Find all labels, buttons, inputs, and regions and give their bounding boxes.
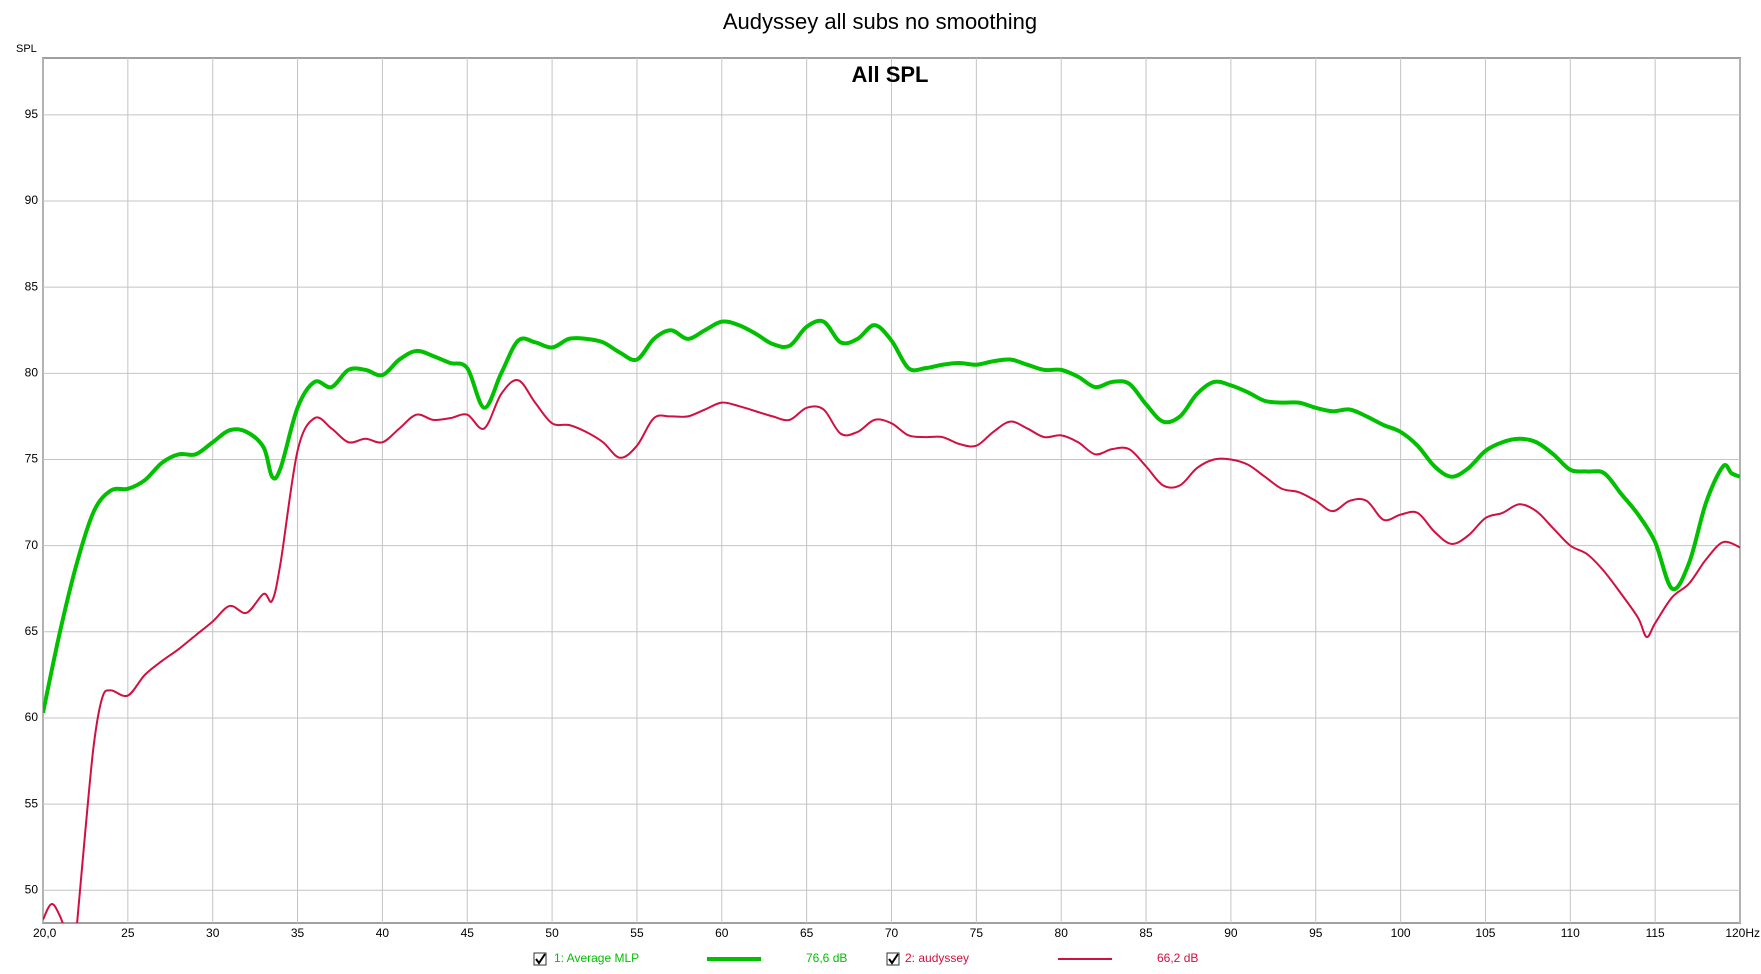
legend-check <box>888 953 899 965</box>
x-tick-label: 45 <box>461 926 475 940</box>
y-tick-label: 70 <box>25 538 39 552</box>
x-tick-label: 65 <box>800 926 814 940</box>
y-tick-label: 90 <box>25 193 39 207</box>
y-tick-label: 60 <box>25 710 39 724</box>
x-tick-label: 25 <box>121 926 135 940</box>
y-tick-label: 65 <box>25 624 39 638</box>
plot-title: All SPL <box>851 62 928 87</box>
legend-value: 76,6 dB <box>806 951 847 965</box>
x-tick-label: 110 <box>1561 926 1580 940</box>
legend-label: 1: Average MLP <box>554 951 639 965</box>
x-tick-label: 30 <box>206 926 220 940</box>
x-tick-label: 90 <box>1224 926 1238 940</box>
x-tick-label: 105 <box>1475 926 1495 940</box>
x-tick-label: 115 <box>1646 926 1665 940</box>
x-tick-label: 55 <box>630 926 644 940</box>
x-tick-label: 95 <box>1309 926 1323 940</box>
line-series <box>43 379 1740 923</box>
y-axis-label: SPL <box>16 43 37 55</box>
y-tick-label: 85 <box>25 279 39 293</box>
x-tick-label: 100 <box>1391 926 1411 940</box>
y-tick-label: 75 <box>25 452 39 466</box>
x-tick-label: 85 <box>1139 926 1153 940</box>
x-tick-label: 75 <box>970 926 984 940</box>
x-tick-label: 20,0 <box>33 926 57 940</box>
x-tick-label: 70 <box>885 926 899 940</box>
y-tick-label: 95 <box>25 107 39 121</box>
x-tick-label: 60 <box>715 926 729 940</box>
x-tick-label: 80 <box>1055 926 1069 940</box>
chart-title: Audyssey all subs no smoothing <box>723 9 1037 34</box>
line-series <box>43 318 1740 714</box>
y-tick-label: 50 <box>25 882 39 896</box>
y-tick-label: 80 <box>25 366 39 380</box>
legend-label: 2: audyssey <box>905 951 969 965</box>
x-tick-label: 120Hz <box>1725 926 1760 940</box>
x-tick-label: 50 <box>545 926 559 940</box>
x-tick-label: 40 <box>376 926 390 940</box>
legend-check <box>535 953 546 965</box>
y-tick-label: 55 <box>25 796 39 810</box>
x-tick-label: 35 <box>291 926 305 940</box>
legend-value: 66,2 dB <box>1157 951 1198 965</box>
